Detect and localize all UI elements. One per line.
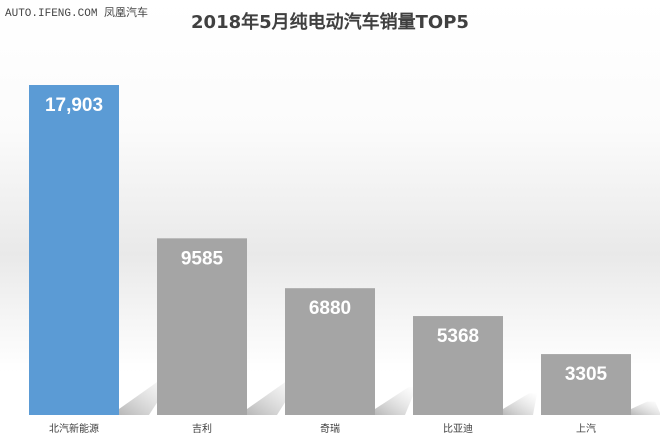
bar-shadow	[631, 401, 660, 415]
data-label: 9585	[181, 248, 224, 269]
data-label: 17,903	[45, 95, 103, 116]
category-label: 北汽新能源	[49, 422, 99, 435]
data-label: 5368	[437, 326, 479, 347]
bar-2	[157, 238, 247, 415]
category-label: 奇瑞	[320, 422, 340, 435]
bar-3	[285, 288, 375, 415]
bar-shadow	[375, 387, 417, 415]
bar-1	[29, 85, 119, 415]
category-label: 上汽	[576, 422, 596, 435]
bar-5	[541, 354, 631, 415]
category-label: 吉利	[192, 423, 212, 435]
bar-shadow	[503, 393, 538, 415]
bar-4	[413, 316, 503, 415]
watermark: AUTO.IFENG.COM 凤凰汽车	[5, 8, 149, 20]
data-label: 3305	[565, 364, 608, 385]
chart-title: 2018年5月纯电动汽车销量TOP5	[191, 12, 469, 33]
data-label: 6880	[309, 298, 351, 319]
category-label: 比亚迪	[443, 423, 473, 435]
